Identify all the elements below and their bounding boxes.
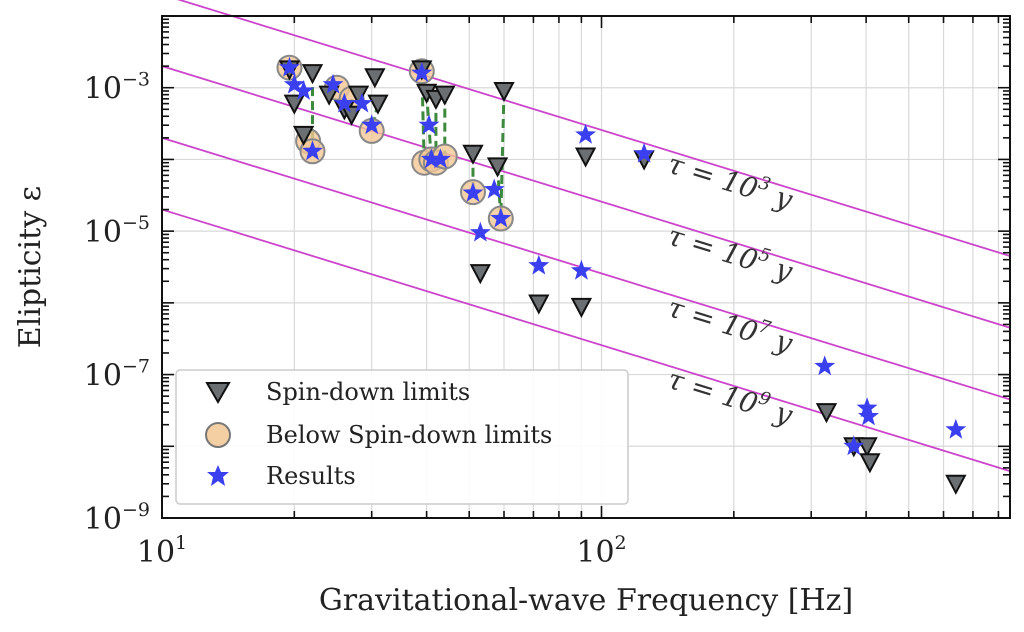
x-tick-label: 101 [137, 532, 187, 570]
result-point [351, 92, 373, 113]
result-point [293, 80, 315, 100]
y-tick-label: 10−5 [84, 212, 150, 250]
result-point [469, 221, 491, 242]
result-point [570, 259, 592, 280]
legend-label-results: Results [266, 462, 356, 490]
tau-label: τ = 103 y [664, 145, 798, 217]
result-point [279, 56, 300, 77]
spin-down-point [493, 81, 515, 103]
y-axis-label: Elipticity ε [13, 186, 48, 348]
legend-marker-results [207, 465, 229, 486]
result-point [814, 355, 836, 376]
result-point [420, 148, 442, 169]
legend-label-below: Below Spin-down limits [266, 421, 552, 449]
tau-label: τ = 105 y [664, 217, 798, 289]
legend-box [175, 369, 629, 505]
legend-marker-spin-down [205, 382, 231, 404]
axis-ticks [161, 15, 1010, 519]
tau-line [161, 208, 1011, 473]
spin-down-point [434, 85, 456, 106]
result-point [575, 123, 597, 144]
y-tick-label: 10−9 [84, 499, 150, 537]
tau-labels: τ = 103 yτ = 105 yτ = 107 yτ = 109 y [664, 145, 798, 432]
tau-line [161, 65, 1011, 329]
result-point [843, 435, 865, 456]
result-point [411, 62, 433, 82]
result-point [361, 114, 383, 135]
result-point [483, 178, 505, 199]
y-tick-label: 10−7 [84, 356, 150, 394]
result-point [490, 207, 512, 228]
spin-down-point [367, 94, 389, 115]
x-axis-label: Gravitational-wave Frequency [Hz] [319, 583, 853, 618]
data-marks [276, 54, 967, 495]
spin-down-point [856, 437, 878, 458]
spin-down-point [859, 453, 881, 474]
x-tick-label: 102 [576, 532, 626, 570]
spin-down-point [292, 125, 315, 147]
spin-down-point [486, 157, 509, 178]
spin-down-point [574, 147, 597, 168]
spin-down-point [347, 85, 370, 106]
spin-down-point [469, 264, 491, 285]
tau-label: τ = 109 y [664, 360, 798, 432]
result-point [322, 73, 344, 94]
spin-down-point [301, 64, 324, 85]
result-point [528, 254, 550, 275]
spin-down-point [815, 403, 838, 424]
result-point [856, 397, 878, 418]
spin-down-point [364, 68, 386, 89]
spin-down-point [945, 474, 967, 495]
tick-labels: 101 102 10−3 10−5 10−7 10−9 [84, 69, 627, 570]
y-tick-label: 10−3 [84, 69, 150, 107]
result-point [333, 92, 355, 113]
result-point [858, 405, 879, 426]
legend: Spin-down limits Below Spin-down limits … [175, 369, 629, 505]
spin-down-point [283, 94, 305, 115]
plot-frame [161, 15, 1011, 519]
legend-label-spin-down: Spin-down limits [266, 378, 470, 406]
result-point [633, 142, 655, 163]
legend-marker-below [205, 422, 231, 448]
result-point [945, 418, 967, 439]
spin-down-point [462, 144, 484, 165]
tau-label: τ = 107 y [664, 288, 798, 360]
result-point [418, 114, 440, 135]
result-point [283, 73, 305, 94]
connector-line [499, 90, 506, 219]
result-point [430, 148, 451, 169]
spin-down-point [528, 294, 550, 315]
spin-down-point [570, 297, 593, 318]
result-point [462, 182, 484, 202]
result-point [302, 140, 323, 161]
